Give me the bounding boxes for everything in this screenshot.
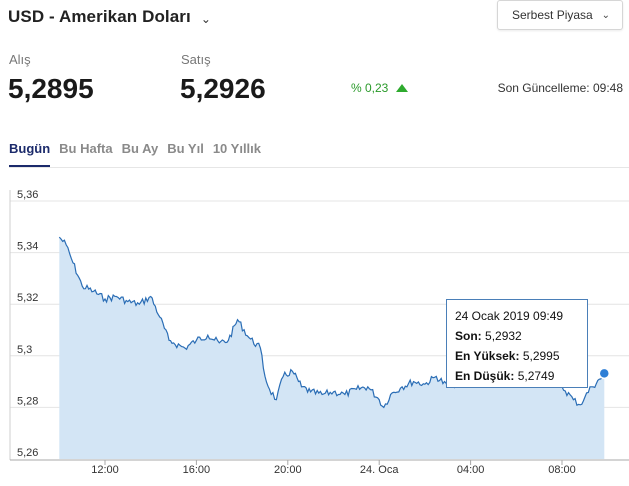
tab-today[interactable]: Bugün: [9, 141, 51, 167]
currency-selector[interactable]: USD - Amerikan Doları ⌄: [8, 4, 211, 30]
price-chart[interactable]: 5,36 5,34 5,32 5,3 5,28 5,26 12:00 16:00 20:00 2…: [0, 182, 629, 486]
market-type-selected: Serbest Piyasa: [512, 8, 593, 22]
last-point-marker: [598, 367, 611, 380]
tab-this-month[interactable]: Bu Ay: [121, 141, 159, 156]
tab-10-years[interactable]: 10 Yıllık: [212, 141, 262, 156]
last-update-time: 09:48: [592, 81, 623, 95]
x-tick-label: 04:00: [457, 464, 485, 476]
tab-this-week[interactable]: Bu Hafta: [59, 141, 113, 156]
sell-value: 5,2926: [180, 73, 266, 104]
x-tick-label: 24. Oca: [360, 464, 399, 476]
change-indicator: % 0,23: [351, 81, 409, 95]
x-axis-ticks: 12:00 16:00 20:00 24. Oca 04:00 08:00: [91, 460, 576, 476]
y-tick-label: 5,36: [17, 189, 38, 201]
price-area: [59, 237, 605, 459]
y-tick-label: 5,28: [17, 395, 38, 407]
tooltip-last: Son: 5,2932: [455, 329, 522, 343]
y-axis-ticks: 5,36 5,34 5,32 5,3 5,28 5,26: [17, 189, 38, 459]
x-tick-label: 16:00: [183, 464, 211, 476]
period-tabs: Bugün Bu Hafta Bu Ay Bu Yıl 10 Yıllık: [9, 141, 270, 167]
last-update: Son Güncelleme: 09:48: [498, 81, 623, 95]
x-tick-label: 12:00: [91, 464, 119, 476]
x-tick-label: 08:00: [548, 464, 576, 476]
page-title: USD - Amerikan Doları: [8, 7, 191, 26]
y-tick-label: 5,3: [17, 344, 32, 356]
buy-value: 5,2895: [8, 73, 94, 104]
market-type-select[interactable]: Serbest Piyasa ⌄: [497, 0, 623, 30]
tooltip-datetime: 24 Ocak 2019 09:49: [455, 309, 564, 323]
tooltip-low: En Düşük: 5,2749: [455, 369, 555, 383]
tabs-divider: [9, 167, 629, 168]
chart-tooltip: 24 Ocak 2019 09:49 Son: 5,2932 En Yüksek…: [446, 299, 588, 388]
last-update-label: Son Güncelleme:: [497, 81, 590, 95]
sell-label: Satış: [181, 52, 211, 67]
buy-label: Alış: [9, 52, 31, 67]
y-tick-label: 5,26: [17, 447, 38, 459]
chevron-down-icon[interactable]: ⌄: [200, 11, 211, 26]
tab-this-year[interactable]: Bu Yıl: [167, 141, 204, 156]
tooltip-high: En Yüksek: 5,2995: [455, 349, 560, 363]
y-tick-label: 5,34: [17, 241, 38, 253]
x-tick-label: 20:00: [274, 464, 302, 476]
y-tick-label: 5,32: [17, 292, 38, 304]
change-percent: % 0,23: [351, 81, 389, 95]
triangle-up-icon: [396, 84, 409, 92]
chevron-down-icon: ⌄: [601, 9, 610, 21]
